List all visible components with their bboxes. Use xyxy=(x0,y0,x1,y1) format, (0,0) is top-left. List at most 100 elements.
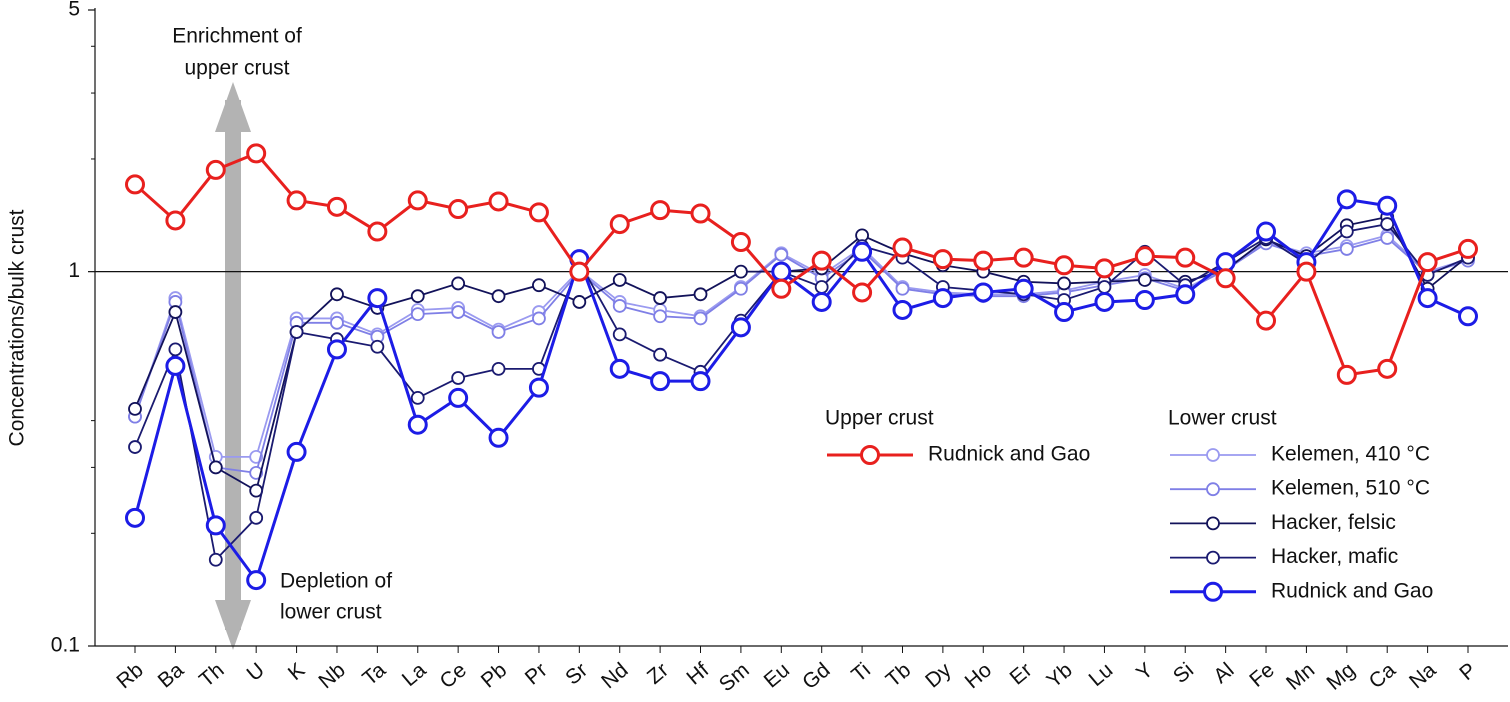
x-tick-label: Hf xyxy=(682,658,713,689)
data-point xyxy=(730,317,751,338)
data-point xyxy=(612,327,627,342)
x-tick-label: Y xyxy=(1132,658,1158,685)
annotation: Depletion of xyxy=(280,570,392,593)
data-point xyxy=(895,281,910,296)
data-point xyxy=(973,250,994,271)
data-point xyxy=(407,190,428,211)
x-tick-label: Gd xyxy=(798,658,834,694)
data-point xyxy=(1013,247,1034,268)
x-tick-label: Nb xyxy=(314,658,349,693)
data-point xyxy=(286,190,307,211)
data-point xyxy=(1339,242,1354,256)
data-point xyxy=(1057,276,1071,291)
data-point xyxy=(1380,217,1395,231)
data-point xyxy=(1256,310,1277,331)
x-tick-label: Ce xyxy=(436,658,471,693)
data-point xyxy=(852,241,873,262)
data-point xyxy=(367,288,388,309)
legend-label: Kelemen, 510 °C xyxy=(1271,477,1430,500)
data-point xyxy=(1380,231,1395,245)
x-tick-label: Rb xyxy=(112,658,147,693)
data-point xyxy=(448,199,469,220)
data-point xyxy=(165,210,186,231)
x-tick-label: Dy xyxy=(921,658,956,692)
data-point xyxy=(326,339,347,360)
data-point xyxy=(1417,288,1438,309)
arrow-head-down xyxy=(215,600,251,650)
data-point xyxy=(1175,284,1196,305)
x-tick-label: Na xyxy=(1405,658,1441,693)
x-tick-label: Si xyxy=(1169,658,1198,688)
legend-group-title: Upper crust xyxy=(825,407,934,430)
data-point xyxy=(609,358,630,379)
data-point xyxy=(1013,278,1034,299)
x-tick-label: Al xyxy=(1209,658,1238,688)
data-point xyxy=(814,280,829,294)
y-tick-label: 0.1 xyxy=(51,634,80,657)
x-tick-label: Pr xyxy=(521,658,552,689)
data-point xyxy=(693,311,708,326)
data-point xyxy=(286,441,307,462)
data-point xyxy=(451,276,466,291)
data-point xyxy=(451,371,466,385)
data-point xyxy=(1256,221,1277,242)
data-point xyxy=(1137,273,1152,287)
data-point xyxy=(973,282,994,303)
data-point xyxy=(771,261,792,282)
data-point xyxy=(491,289,506,304)
data-point xyxy=(734,281,748,296)
data-point xyxy=(1215,252,1236,273)
data-point xyxy=(609,214,630,235)
x-tick-label: Ca xyxy=(1365,658,1401,693)
data-point xyxy=(612,273,627,287)
series-line xyxy=(134,215,1469,493)
data-point xyxy=(811,250,832,271)
data-point xyxy=(205,515,226,536)
data-point xyxy=(208,552,223,567)
data-point xyxy=(1094,291,1115,312)
x-tick-label: Yb xyxy=(1042,658,1076,692)
data-point xyxy=(653,309,668,324)
data-point xyxy=(165,355,186,376)
legend-label: Rudnick and Gao xyxy=(928,443,1090,466)
data-point xyxy=(330,287,344,302)
data-point xyxy=(246,570,267,591)
data-point xyxy=(1336,189,1357,210)
data-point xyxy=(771,278,792,299)
data-point xyxy=(852,282,873,303)
annotation: lower crust xyxy=(280,601,382,624)
data-point xyxy=(811,291,832,312)
data-point xyxy=(407,414,428,435)
x-tick-label: Er xyxy=(1006,658,1037,689)
legend-group-title: Lower crust xyxy=(1168,407,1277,430)
x-tick-label: Fe xyxy=(1245,658,1279,691)
legend-label: Hacker, mafic xyxy=(1271,545,1398,568)
x-tick-label: Sr xyxy=(561,658,592,689)
y-tick-label: 5 xyxy=(68,0,80,21)
data-point xyxy=(1134,290,1155,311)
data-point xyxy=(1054,255,1075,276)
data-point xyxy=(326,196,347,217)
x-tick-label: Ta xyxy=(358,658,390,690)
data-point xyxy=(168,342,183,357)
data-point xyxy=(572,295,587,309)
legend-marker xyxy=(1203,581,1223,602)
x-tick-label: Eu xyxy=(760,658,794,692)
data-point xyxy=(653,291,668,305)
arrow-head-up xyxy=(215,82,251,132)
data-point xyxy=(125,507,145,528)
data-point xyxy=(1215,268,1236,289)
data-point xyxy=(451,305,466,319)
data-point xyxy=(1377,195,1398,216)
data-point xyxy=(774,247,789,262)
x-tick-label: Pb xyxy=(477,658,511,692)
data-point xyxy=(168,305,183,319)
data-point xyxy=(246,143,267,164)
series-line xyxy=(134,223,1469,562)
data-point xyxy=(1094,258,1115,279)
data-point xyxy=(491,361,506,376)
data-point xyxy=(612,299,627,313)
x-tick-label: Lu xyxy=(1085,658,1118,691)
data-point xyxy=(734,264,748,279)
